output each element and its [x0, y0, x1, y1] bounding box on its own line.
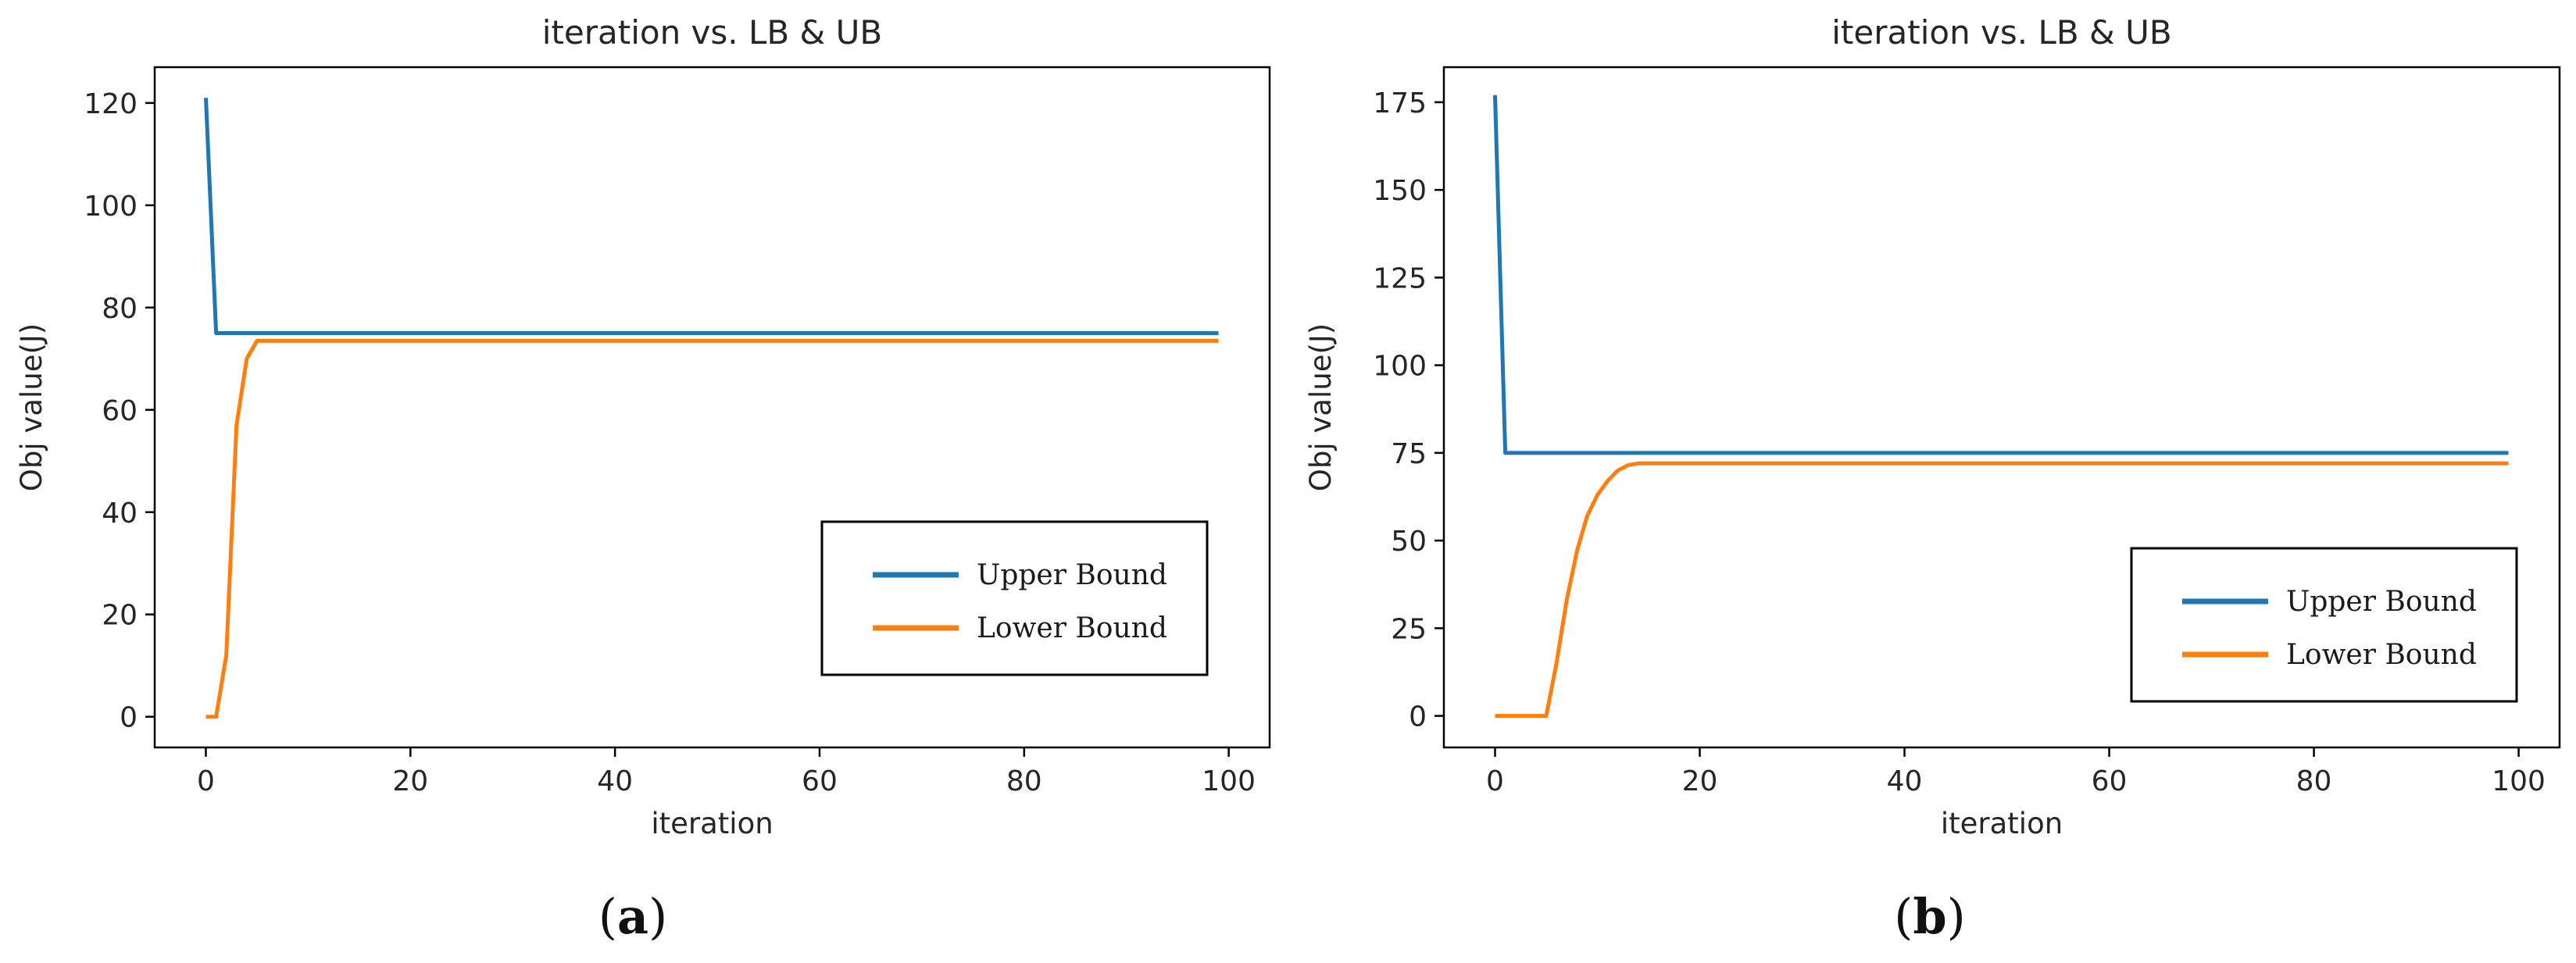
y-tick-label: 0	[1409, 701, 1427, 733]
x-tick-label: 80	[1006, 765, 1042, 797]
y-axis-label: Obj value(J)	[1304, 323, 1338, 492]
y-tick-label: 40	[102, 498, 138, 530]
x-tick-label: 0	[1486, 765, 1504, 797]
legend-box	[2130, 547, 2518, 703]
legend: Upper Bound Lower Bound	[820, 520, 1209, 676]
x-axis-label: iteration	[1941, 807, 2063, 840]
chart-panel-a: iteration vs. LB & UB 0 20 40 60 80 100 0 20 40 60…	[15, 13, 1271, 945]
y-tick-label: 120	[84, 88, 138, 120]
y-tick-label: 75	[1391, 438, 1427, 470]
y-tick-label: 0	[120, 702, 138, 734]
chart-title: iteration vs. LB & UB	[1831, 13, 2171, 52]
caption-open-paren: (	[598, 888, 617, 945]
legend-label-upper-bound: Upper Bound	[2286, 586, 2477, 618]
caption-letter: b	[1913, 888, 1946, 945]
y-tick-label: 20	[102, 600, 138, 632]
caption-letter: a	[617, 888, 648, 945]
x-tick-label: 40	[597, 765, 633, 797]
caption-close-paren: )	[1947, 888, 1966, 945]
chart-title: iteration vs. LB & UB	[542, 13, 882, 52]
y-tick-label: 25	[1391, 613, 1427, 645]
y-axis-label: Obj value(J)	[15, 323, 48, 492]
series-line-lower-bound	[1495, 461, 2509, 719]
chart-panel-b: iteration vs. LB & UB 0 20 40 60 80 100 0 25 50 75…	[1304, 13, 2561, 945]
x-tick-label: 20	[392, 765, 428, 797]
y-tick-label: 150	[1373, 175, 1427, 207]
x-tick-label: 80	[2296, 765, 2332, 797]
legend-label-lower-bound: Lower Bound	[2286, 639, 2477, 671]
panel-caption: (a)	[598, 888, 668, 945]
x-tick-label: 20	[1682, 765, 1718, 797]
x-tick-label: 40	[1887, 765, 1923, 797]
y-tick-label: 100	[1373, 351, 1427, 383]
series-line-lower-bound	[205, 338, 1219, 719]
plot-frame	[1442, 66, 2561, 749]
series-line-upper-bound	[204, 98, 1219, 335]
x-axis-label: iteration	[651, 807, 773, 840]
x-tick-label: 60	[2092, 765, 2128, 797]
y-tick-label: 60	[102, 395, 138, 427]
legend: Upper Bound Lower Bound	[2130, 547, 2518, 703]
caption-open-paren: (	[1894, 888, 1913, 945]
x-tick-label: 60	[802, 765, 838, 797]
series-line-upper-bound	[1493, 95, 2509, 455]
y-tick-label: 50	[1391, 526, 1427, 558]
y-tick-label: 100	[84, 191, 138, 223]
x-tick-label: 0	[197, 765, 215, 797]
y-tick-label: 125	[1373, 262, 1427, 294]
y-tick-label: 175	[1373, 87, 1427, 119]
panel-caption: (b)	[1894, 888, 1966, 945]
legend-label-lower-bound: Lower Bound	[977, 612, 1167, 644]
legend-label-upper-bound: Upper Bound	[977, 559, 1167, 591]
y-tick-label: 80	[102, 293, 138, 325]
legend-box	[820, 520, 1209, 676]
plot-frame	[153, 66, 1271, 749]
x-tick-label: 100	[1202, 765, 1256, 797]
x-tick-label: 100	[2492, 765, 2546, 797]
caption-close-paren: )	[648, 888, 667, 945]
